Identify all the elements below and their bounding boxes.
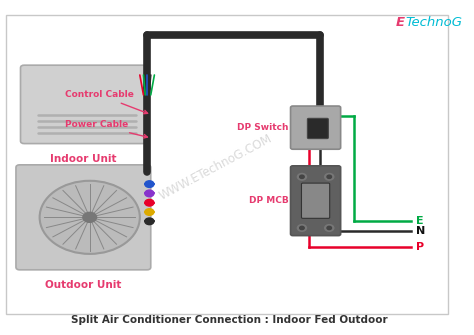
Circle shape xyxy=(300,226,304,229)
Circle shape xyxy=(145,181,154,188)
Text: Outdoor Unit: Outdoor Unit xyxy=(45,280,121,290)
Text: E: E xyxy=(416,216,423,226)
Circle shape xyxy=(145,199,154,206)
Circle shape xyxy=(145,209,154,215)
Circle shape xyxy=(325,225,334,231)
FancyBboxPatch shape xyxy=(291,106,341,149)
Circle shape xyxy=(297,225,307,231)
Circle shape xyxy=(327,226,331,229)
Circle shape xyxy=(327,175,331,179)
Text: Split Air Conditioner Connection : Indoor Fed Outdoor: Split Air Conditioner Connection : Indoo… xyxy=(71,315,387,325)
Text: Power Cable: Power Cable xyxy=(65,120,147,138)
Text: Control Cable: Control Cable xyxy=(65,90,147,114)
Circle shape xyxy=(297,174,307,180)
FancyBboxPatch shape xyxy=(308,118,328,139)
Text: P: P xyxy=(416,242,424,252)
FancyBboxPatch shape xyxy=(301,183,330,218)
FancyBboxPatch shape xyxy=(291,166,341,236)
Circle shape xyxy=(300,175,304,179)
Circle shape xyxy=(325,174,334,180)
FancyBboxPatch shape xyxy=(20,65,146,144)
Text: DP Switch: DP Switch xyxy=(237,123,288,132)
Text: WWW.ETechnoG.COM: WWW.ETechnoG.COM xyxy=(157,132,274,203)
Circle shape xyxy=(145,218,154,225)
Circle shape xyxy=(83,212,97,222)
Text: TechnoG: TechnoG xyxy=(406,16,463,29)
Text: DP MCB: DP MCB xyxy=(248,196,288,205)
FancyBboxPatch shape xyxy=(16,165,151,270)
Text: Indoor Unit: Indoor Unit xyxy=(50,154,117,164)
Circle shape xyxy=(40,181,140,254)
Text: N: N xyxy=(416,225,425,236)
Circle shape xyxy=(145,190,154,197)
Text: E: E xyxy=(395,16,404,29)
